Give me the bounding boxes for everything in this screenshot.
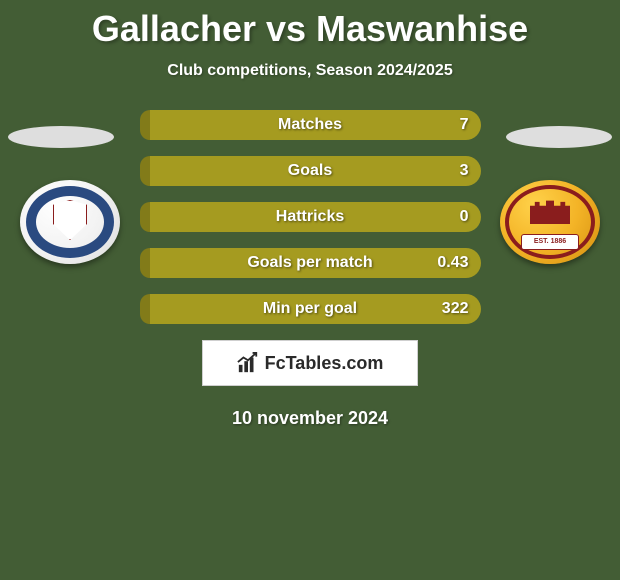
- stat-value-right: 3: [460, 162, 469, 180]
- brand-text: FcTables.com: [265, 353, 384, 374]
- stat-label: Goals: [288, 162, 332, 180]
- chart-icon: [237, 352, 259, 374]
- stat-value-right: 0: [460, 208, 469, 226]
- stats-container: Matches 7 Goals 3 Hattricks 0 Goals per match 0…: [0, 110, 620, 324]
- stat-row: Goals 3: [140, 156, 481, 186]
- stat-row: Hattricks 0: [140, 202, 481, 232]
- stat-bar-left: [140, 156, 150, 186]
- stat-bar-left: [140, 248, 150, 278]
- stat-label: Goals per match: [247, 254, 372, 272]
- stat-value-right: 322: [442, 300, 469, 318]
- stat-label: Matches: [278, 116, 342, 134]
- stat-bar-left: [140, 110, 150, 140]
- stat-row: Matches 7: [140, 110, 481, 140]
- stat-value-right: 0.43: [437, 254, 468, 272]
- page-title: Gallacher vs Maswanhise: [0, 0, 620, 50]
- stat-label: Min per goal: [263, 300, 357, 318]
- stat-value-right: 7: [460, 116, 469, 134]
- date-line: 10 november 2024: [0, 408, 620, 429]
- stat-label: Hattricks: [276, 208, 344, 226]
- subtitle: Club competitions, Season 2024/2025: [0, 62, 620, 80]
- stat-row: Min per goal 322: [140, 294, 481, 324]
- stat-bar-left: [140, 202, 150, 232]
- stat-bar-left: [140, 294, 150, 324]
- brand-box[interactable]: FcTables.com: [202, 340, 418, 386]
- stat-row: Goals per match 0.43: [140, 248, 481, 278]
